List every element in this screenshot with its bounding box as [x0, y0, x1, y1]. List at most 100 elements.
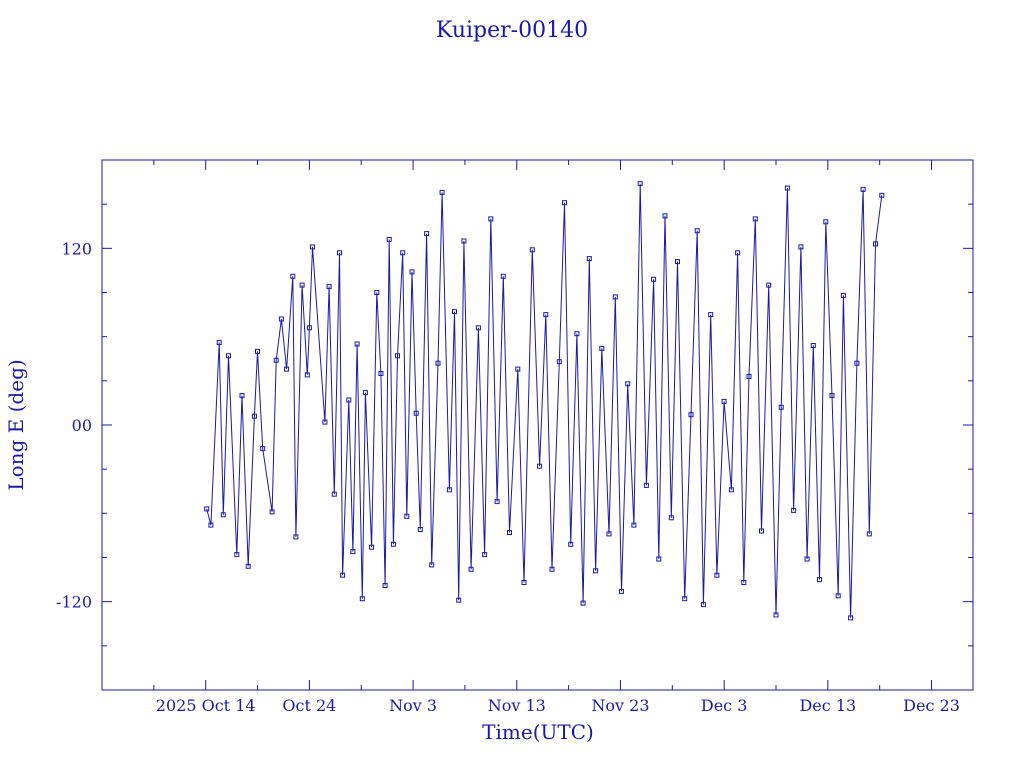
data-point	[299, 282, 305, 288]
data-point	[395, 353, 400, 359]
data-point	[507, 530, 512, 535]
data-point	[637, 181, 643, 187]
data-point	[500, 273, 506, 279]
y-tick-label: -120	[56, 593, 92, 612]
series-group	[204, 181, 885, 621]
data-point	[773, 612, 779, 618]
chart-title: Kuiper-00140	[436, 18, 588, 43]
data-point	[873, 241, 878, 247]
data-point	[804, 556, 810, 562]
data-point	[435, 360, 441, 366]
data-point	[829, 393, 835, 399]
data-point	[350, 549, 356, 555]
data-point	[662, 213, 668, 219]
data-point	[766, 282, 772, 288]
x-tick-label: Nov 3	[389, 696, 437, 715]
data-point	[390, 541, 396, 547]
x-tick-label: Nov 23	[591, 696, 649, 715]
data-point	[409, 269, 415, 275]
data-point	[651, 276, 657, 282]
data-point	[354, 341, 360, 347]
data-point	[835, 593, 841, 599]
data-point	[404, 513, 410, 519]
data-point	[439, 189, 445, 195]
data-point	[386, 237, 392, 242]
data-point	[593, 568, 599, 574]
data-point	[708, 312, 714, 318]
data-point	[269, 509, 275, 515]
data-point	[568, 541, 574, 547]
data-point	[340, 572, 346, 578]
data-point	[721, 398, 727, 404]
data-point	[273, 357, 279, 363]
data-point	[854, 360, 860, 366]
data-point	[643, 482, 649, 488]
data-point	[382, 583, 388, 588]
data-point	[866, 531, 872, 537]
plot-frame	[101, 159, 974, 691]
data-point	[260, 446, 266, 452]
y-axis: -120 00 120	[56, 203, 973, 647]
data-point	[234, 552, 240, 558]
data-point	[656, 556, 662, 562]
data-point	[631, 522, 637, 528]
data-point	[521, 580, 527, 585]
data-point	[204, 506, 210, 512]
data-point	[606, 531, 612, 537]
x-tick-label: Dec 23	[903, 696, 960, 715]
data-point	[784, 185, 790, 191]
data-point	[337, 250, 342, 256]
data-point	[668, 515, 674, 521]
data-point	[255, 348, 260, 354]
data-point	[482, 552, 488, 558]
data-point	[612, 294, 618, 300]
data-point	[562, 200, 567, 206]
x-tick-label: Dec 13	[799, 696, 856, 715]
data-point	[778, 404, 784, 410]
data-point	[817, 577, 822, 583]
data-point	[293, 534, 299, 540]
data-point	[599, 345, 605, 351]
data-point	[543, 312, 549, 318]
data-point	[714, 572, 720, 578]
data-point	[574, 331, 580, 337]
data-point	[625, 381, 631, 387]
data-point	[284, 366, 290, 372]
data-point	[728, 487, 734, 493]
data-point	[446, 487, 452, 493]
x-tick-label: 2025 Oct 14	[156, 696, 256, 715]
x-tick-label: Nov 13	[488, 696, 546, 715]
y-axis-label: Long E (deg)	[4, 359, 28, 490]
data-point	[556, 359, 562, 365]
data-point	[226, 353, 231, 359]
data-point	[216, 340, 222, 346]
data-point	[374, 290, 380, 295]
data-point	[494, 499, 500, 505]
data-point	[752, 216, 758, 222]
data-point	[700, 602, 706, 608]
data-point	[735, 250, 741, 256]
data-point	[310, 244, 315, 250]
x-axis-label: Time(UTC)	[482, 720, 594, 744]
data-point	[529, 247, 535, 253]
x-axis: 2025 Oct 14 Oct 24 Nov 3 Nov 13 Nov 23 Dec 3 D…	[153, 160, 960, 715]
data-point	[220, 512, 226, 518]
data-point	[791, 507, 797, 513]
data-point	[413, 410, 419, 416]
data-point	[688, 412, 694, 418]
data-point	[488, 216, 494, 222]
data-point	[251, 413, 257, 419]
x-tick-label: Oct 24	[282, 696, 336, 715]
data-point	[741, 580, 747, 585]
data-point	[359, 596, 365, 602]
data-point	[586, 256, 592, 262]
data-point	[346, 397, 352, 403]
series-line	[206, 183, 883, 618]
data-point	[580, 600, 586, 606]
data-point	[461, 238, 467, 244]
data-point	[326, 284, 332, 290]
data-point	[208, 522, 214, 528]
data-point	[694, 228, 700, 234]
data-point	[331, 491, 337, 497]
